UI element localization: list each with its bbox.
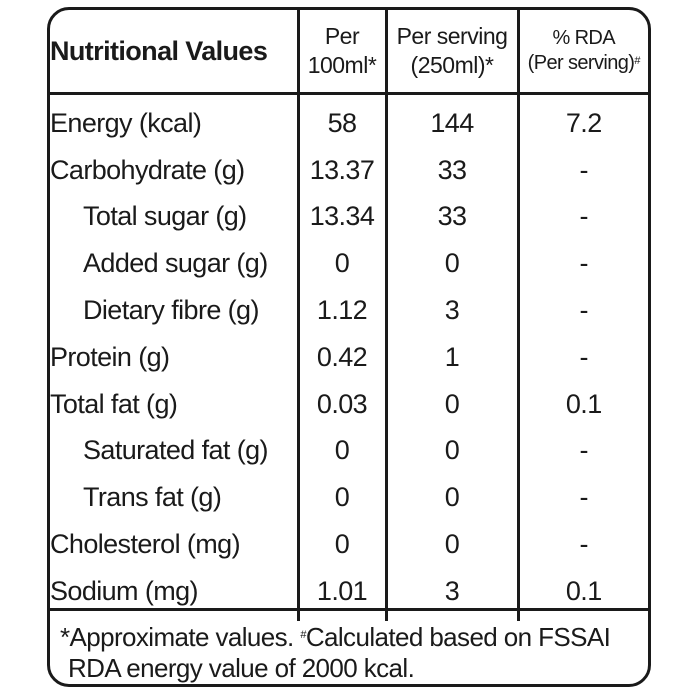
- value-rda: -: [516, 240, 648, 288]
- value-per-100ml: 0: [296, 474, 386, 522]
- value-per-serving: 0: [384, 240, 518, 288]
- table-header-row: Nutritional Values Per 100ml* Per servin…: [50, 10, 648, 95]
- footnote-mark: #: [300, 629, 306, 641]
- value-per-serving: 0: [384, 427, 518, 475]
- footnote-line1-b: Calculated based on FSSAI: [305, 622, 611, 652]
- nutrient-name: Carbohydrate (g): [50, 154, 245, 185]
- nutrient-name: Energy (kcal): [50, 107, 202, 138]
- value-per-serving: 33: [384, 193, 518, 241]
- value-rda: -: [516, 146, 648, 194]
- value-rda: -: [516, 193, 648, 241]
- value-per-serving: 0: [384, 380, 518, 428]
- value-per-100ml: 0.03: [296, 380, 386, 428]
- value-per-serving: 3: [384, 287, 518, 334]
- column-header-per-serving-line2: (250ml)*: [410, 52, 494, 78]
- table-row: Energy (kcal) 58 144 7.2: [50, 93, 648, 147]
- value-per-100ml: 0: [296, 427, 386, 475]
- value-per-100ml: 58: [296, 93, 386, 147]
- nutrient-name: Trans fat (g): [83, 482, 222, 513]
- value-rda: -: [516, 427, 648, 475]
- footnote: *Approximate values. #Calculated based o…: [50, 608, 648, 684]
- value-per-serving: 3: [384, 567, 518, 621]
- table-row: Dietary fibre (g) 1.12 3-: [50, 287, 648, 334]
- table-row: Total sugar (g) 13.34 33-: [50, 193, 648, 241]
- table-row: Protein (g) 0.42 1-: [50, 333, 648, 381]
- nutrient-name: Total sugar (g): [83, 201, 247, 232]
- column-header-per-100ml-line2: 100ml*: [307, 52, 377, 78]
- value-per-100ml: 13.34: [296, 193, 386, 241]
- value-per-100ml: 0: [296, 521, 386, 568]
- value-per-100ml: 13.37: [296, 146, 386, 194]
- column-header-rda-line2: (Per serving): [527, 52, 635, 74]
- nutrient-name: Dietary fibre (g): [83, 295, 259, 326]
- nutrition-panel: Nutritional Values Per 100ml* Per servin…: [47, 7, 651, 687]
- value-rda: 0.1: [516, 380, 648, 428]
- value-per-serving: 33: [384, 146, 518, 194]
- table-row: Total fat (g) 0.03 0 0.1: [50, 380, 648, 428]
- value-per-100ml: 0: [296, 240, 386, 288]
- value-rda: 0.1: [516, 567, 648, 621]
- nutrient-name: Cholesterol (mg): [50, 529, 241, 560]
- column-header-per-100ml-line1: Per: [324, 23, 360, 49]
- nutrient-name: Total fat (g): [50, 388, 178, 419]
- value-rda: 7.2: [516, 93, 648, 147]
- value-rda: -: [516, 474, 648, 522]
- value-per-100ml: 0.42: [296, 333, 386, 381]
- nutrient-name: Sodium (mg): [50, 575, 199, 606]
- nutrient-name: Saturated fat (g): [83, 435, 269, 466]
- column-header-per-serving: Per serving (250ml)*: [384, 10, 518, 95]
- value-per-serving: 144: [384, 93, 518, 147]
- nutrition-rows: Energy (kcal) 58 144 7.2 Carbohydrate (g) 13.…: [50, 93, 648, 621]
- table-row: Trans fat (g) 0 0-: [50, 474, 648, 522]
- footnote-line1-a: *Approximate values.: [60, 622, 301, 652]
- nutrition-table: Nutritional Values Per 100ml* Per servin…: [50, 10, 648, 621]
- table-row: Carbohydrate (g) 13.37 33-: [50, 146, 648, 194]
- value-rda: -: [516, 287, 648, 334]
- table-row: Added sugar (g) 0 0-: [50, 240, 648, 288]
- nutrient-name: Protein (g): [50, 341, 170, 372]
- value-per-serving: 1: [384, 333, 518, 381]
- rda-footnote-mark: #: [634, 55, 640, 67]
- column-header-rda-line1: % RDA: [552, 27, 616, 49]
- table-title: Nutritional Values: [50, 10, 298, 95]
- column-header-per-serving-line1: Per serving: [396, 23, 508, 49]
- value-per-serving: 0: [384, 474, 518, 522]
- value-per-100ml: 1.01: [296, 567, 386, 621]
- value-rda: -: [516, 521, 648, 568]
- value-per-100ml: 1.12: [296, 287, 386, 334]
- value-rda: -: [516, 333, 648, 381]
- column-header-rda: % RDA (Per serving)#: [516, 10, 648, 95]
- table-row: Saturated fat (g) 0 0-: [50, 427, 648, 475]
- table-row: Cholesterol (mg) 0 0-: [50, 521, 648, 568]
- value-per-serving: 0: [384, 521, 518, 568]
- nutrient-name: Added sugar (g): [83, 248, 268, 279]
- column-header-per-100ml: Per 100ml*: [296, 10, 386, 95]
- table-row: Sodium (mg) 1.01 3 0.1: [50, 567, 648, 621]
- footnote-line2: RDA energy value of 2000 kcal.: [68, 653, 415, 683]
